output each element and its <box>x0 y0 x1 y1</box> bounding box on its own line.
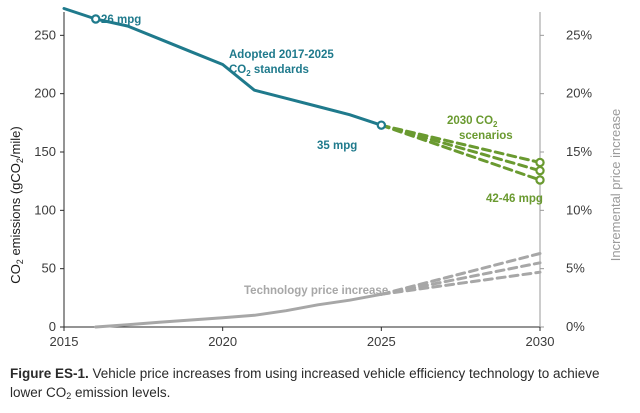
y-axis-right-title: Incremental price increase <box>608 109 623 261</box>
caption-text: Vehicle price increases from using incre… <box>10 366 600 400</box>
y-left-tick-label: 0 <box>49 319 56 334</box>
annotation-technology-price: Technology price increase <box>244 285 388 297</box>
annotation-42-46-mpg: 42-46 mpg <box>486 193 543 205</box>
y-right-tick-label: 20% <box>566 86 592 101</box>
y-left-tick-label: 200 <box>34 86 56 101</box>
data-point-marker-2-0 <box>535 165 545 176</box>
markers-layer <box>91 14 545 185</box>
series-layer <box>62 7 542 329</box>
data-point-marker-1-0 <box>535 157 545 168</box>
y-axis-left-title: CO2 emissions (gCO2/mile) <box>8 126 25 283</box>
caption-subscript: 2 <box>66 391 72 401</box>
y-left-tick-label: 150 <box>34 144 56 159</box>
data-point-marker-3-0 <box>535 175 545 185</box>
y-left-tick-label: 50 <box>42 261 56 276</box>
caption-label: Figure ES-1. <box>10 366 89 381</box>
annotation-scenarios-line1: 2030 CO2 <box>447 115 498 129</box>
y-left-tick-label: 100 <box>34 202 56 217</box>
x-tick-label: 2025 <box>367 334 396 349</box>
series-line-0 <box>62 7 383 127</box>
annotation-26-mpg: 26 mpg <box>101 14 141 26</box>
figure-caption: Figure ES-1. Vehicle price increases fro… <box>10 364 630 406</box>
series-line-3 <box>379 123 542 182</box>
series-line-5 <box>379 252 542 296</box>
y-right-tick-label: 5% <box>566 261 585 276</box>
y-right-tick-label: 25% <box>566 27 592 42</box>
series-line-6 <box>379 261 542 296</box>
data-point-marker-0-1 <box>376 120 387 130</box>
tick-labels: 0 50 100 150 200 250 0% 5% 10% 15% 20% 25% 2015 2020 2… <box>34 27 592 349</box>
y-right-tick-label: 10% <box>566 202 592 217</box>
y-right-tick-label: 15% <box>566 144 592 159</box>
annotation-adopted-line1: Adopted 2017-2025 <box>229 49 334 61</box>
series-line-7 <box>379 270 542 296</box>
x-tick-label: 2030 <box>526 334 555 349</box>
data-point-marker-0-0 <box>91 14 101 24</box>
y-right-tick-label: 0% <box>566 319 585 334</box>
caption-text-end: emission levels. <box>71 385 171 400</box>
annotation-adopted-line2: CO2 standards <box>229 64 309 78</box>
chart: 0 50 100 150 200 250 0% 5% 10% 15% 20% 25% 2015 2020 2… <box>8 7 623 349</box>
x-tick-label: 2020 <box>208 334 237 349</box>
x-tick-label: 2015 <box>50 334 79 349</box>
annotation-scenarios-line2: scenarios <box>459 130 513 142</box>
annotation-35-mpg: 35 mpg <box>317 140 357 152</box>
y-left-tick-label: 250 <box>34 27 56 42</box>
series-line-4 <box>94 292 383 329</box>
